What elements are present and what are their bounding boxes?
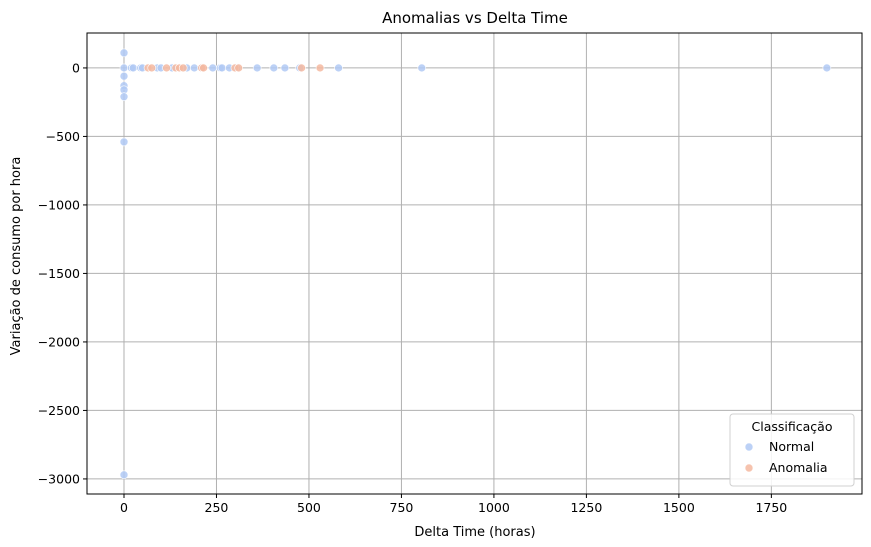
data-points <box>119 48 832 480</box>
x-tick-label: 1750 <box>755 500 787 515</box>
data-point-normal <box>822 63 832 73</box>
x-axis: 0 250 500 750 1000 1250 1500 1750 <box>120 494 787 515</box>
x-axis-label: Delta Time (horas) <box>414 525 535 540</box>
x-tick-label: 0 <box>120 500 128 515</box>
x-tick-label: 1000 <box>478 500 510 515</box>
data-point-normal <box>208 63 218 73</box>
data-point-normal <box>119 137 129 147</box>
data-point-normal <box>280 63 290 73</box>
data-point-normal <box>269 63 279 73</box>
legend-label-normal: Normal <box>769 439 814 454</box>
data-point-normal <box>417 63 427 73</box>
y-tick-label: −1500 <box>38 266 80 281</box>
data-point-normal <box>119 470 129 480</box>
data-point-normal <box>119 63 129 73</box>
x-tick-label: 1500 <box>663 500 695 515</box>
grid <box>87 33 862 494</box>
legend-marker-normal <box>744 442 754 452</box>
data-point-anomalia <box>199 63 208 73</box>
legend-title: Classificação <box>752 419 833 434</box>
data-point-normal <box>217 63 227 73</box>
data-point-normal <box>128 63 138 73</box>
data-point-anomalia <box>162 63 171 73</box>
x-tick-label: 1250 <box>570 500 602 515</box>
y-axis-label: Variação de consumo por hora <box>9 157 24 356</box>
data-point-normal <box>252 63 262 73</box>
legend: Classificação Normal Anomalia <box>729 413 855 487</box>
data-point-normal <box>334 63 343 73</box>
data-point-normal <box>119 92 129 102</box>
data-point-anomalia <box>178 63 188 73</box>
data-point-anomalia <box>234 63 243 73</box>
x-tick-label: 250 <box>205 500 229 515</box>
x-tick-label: 500 <box>297 500 321 515</box>
data-point-anomalia <box>147 63 157 73</box>
y-tick-label: −2000 <box>38 334 80 349</box>
x-tick-label: 750 <box>390 500 414 515</box>
data-point-normal <box>189 63 199 73</box>
legend-box <box>729 413 855 487</box>
y-tick-label: −500 <box>46 129 80 144</box>
y-tick-label: −3000 <box>38 471 80 486</box>
data-point-anomalia <box>315 63 325 73</box>
legend-label-anomalia: Anomalia <box>769 460 828 475</box>
data-point-normal <box>119 71 129 81</box>
legend-marker-anomalia <box>744 463 754 473</box>
y-tick-label: −1000 <box>38 197 80 212</box>
y-tick-label: −2500 <box>38 403 80 418</box>
chart-title: Anomalias vs Delta Time <box>382 9 568 27</box>
data-point-normal <box>119 48 129 58</box>
plot-frame <box>86 32 863 495</box>
y-axis: 0 −500 −1000 −1500 −2000 −2500 −3000 <box>38 60 87 486</box>
data-point-anomalia <box>297 63 306 73</box>
y-tick-label: 0 <box>72 60 80 75</box>
